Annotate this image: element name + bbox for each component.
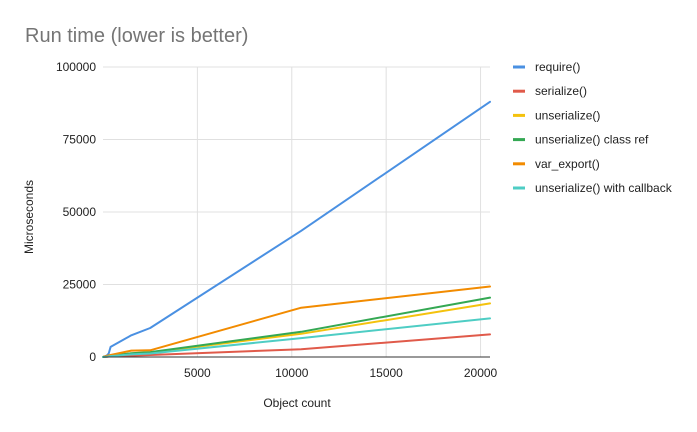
legend-label: serialize()	[535, 84, 587, 98]
series-layer	[102, 100, 491, 358]
legend-label: unserialize() with callback	[535, 181, 673, 195]
y-axis-title: Microseconds	[22, 180, 36, 254]
grid-layer	[103, 66, 490, 357]
x-tick-label: 20000	[464, 366, 498, 380]
legend-label: require()	[535, 60, 580, 74]
legend: require() serialize() unserialize() unseria…	[513, 60, 673, 195]
y-tick-label: 50000	[63, 205, 97, 219]
x-tick-label: 10000	[275, 366, 309, 380]
y-tick-label: 0	[89, 350, 96, 364]
series-line-1	[102, 100, 491, 358]
x-axis-ticks: 5000 10000 15000 20000	[184, 366, 498, 380]
x-tick-label: 15000	[369, 366, 403, 380]
chart-title: Run time (lower is better)	[25, 25, 248, 47]
x-tick-label: 5000	[184, 366, 211, 380]
y-tick-label: 25000	[63, 278, 97, 292]
y-axis-ticks: 0 25000 50000 75000 100000	[56, 60, 96, 364]
legend-label: unserialize()	[535, 108, 600, 122]
legend-label: var_export()	[535, 157, 600, 171]
legend-label: unserialize() class ref	[535, 133, 649, 147]
y-tick-label: 100000	[56, 60, 96, 74]
x-axis-title: Object count	[263, 396, 331, 410]
y-tick-label: 75000	[63, 133, 97, 147]
